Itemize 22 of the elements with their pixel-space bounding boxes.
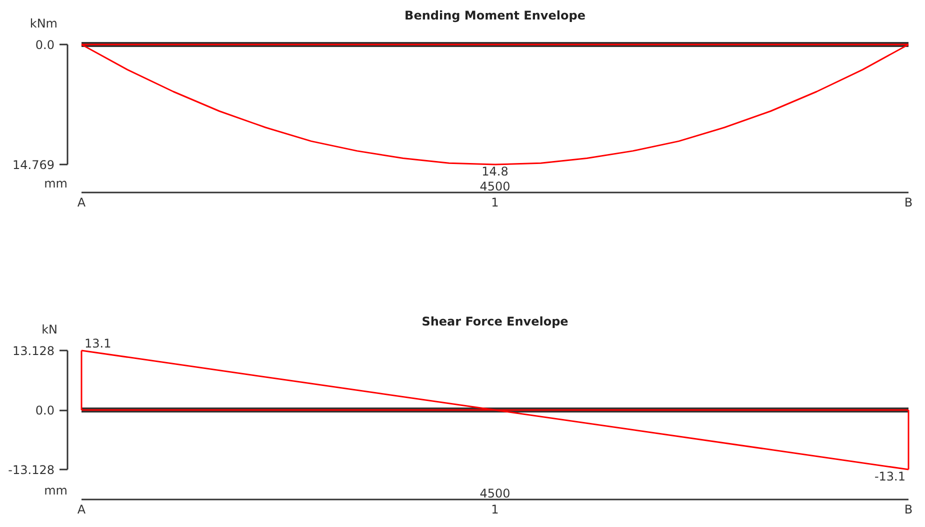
y-tick-label: 0.0 bbox=[35, 38, 55, 52]
x-axis-title: mm bbox=[44, 484, 68, 498]
y-axis-title: kNm bbox=[30, 16, 58, 30]
x-tick-label: 1 bbox=[491, 502, 499, 516]
data-label: 14.8 bbox=[482, 164, 508, 178]
x-tick-label: B bbox=[904, 502, 913, 516]
x-tick-label: A bbox=[77, 502, 86, 516]
y-axis-title: kN bbox=[42, 322, 58, 336]
x-tick-label: 1 bbox=[491, 196, 499, 210]
x-tick-label: A bbox=[77, 196, 86, 210]
text: 4500 bbox=[480, 486, 510, 500]
x-tick-label: B bbox=[904, 196, 913, 210]
x-axis-title: mm bbox=[44, 176, 68, 190]
y-tick-label: -13.128 bbox=[8, 463, 55, 477]
y-tick-label: 14.769 bbox=[12, 158, 55, 172]
chart-title: Bending Moment Envelope bbox=[404, 8, 586, 22]
chart-title: Shear Force Envelope bbox=[422, 314, 568, 328]
data-label: -13.1 bbox=[874, 470, 906, 484]
y-tick-label: 0.0 bbox=[35, 404, 55, 418]
data-label: 13.1 bbox=[84, 336, 112, 350]
text: 4500 bbox=[480, 180, 510, 194]
y-tick-label: 13.128 bbox=[12, 344, 55, 358]
